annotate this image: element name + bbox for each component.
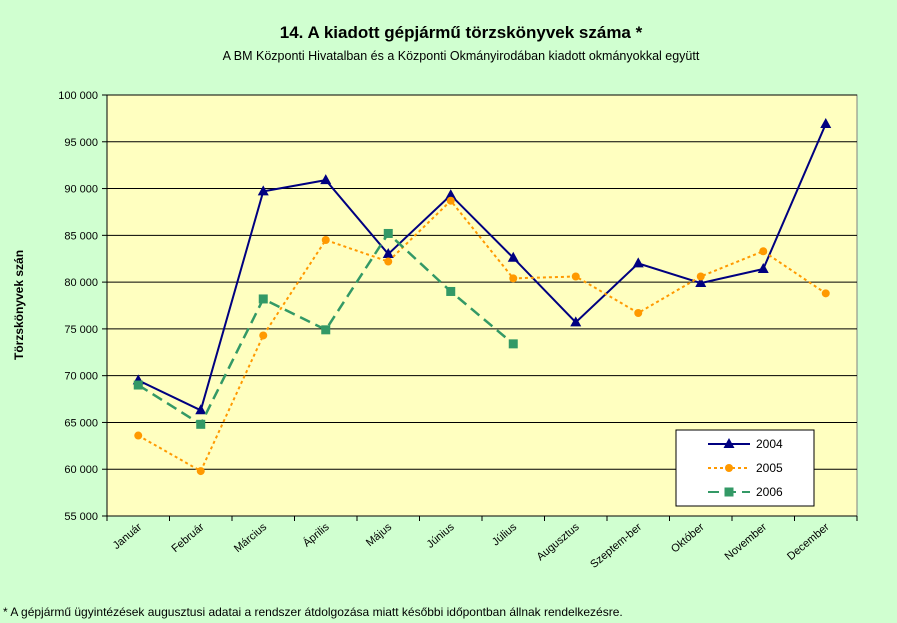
x-tick-label: Július <box>490 521 520 549</box>
data-point <box>723 438 735 448</box>
data-point <box>820 118 832 129</box>
data-point <box>509 274 518 283</box>
series-group <box>132 118 832 476</box>
y-tick-label: 75 000 <box>64 324 98 336</box>
legend-label: 2004 <box>756 437 783 451</box>
data-point <box>695 277 707 288</box>
y-tick-label: 95 000 <box>64 137 98 149</box>
data-point <box>446 286 456 296</box>
data-point <box>759 247 768 256</box>
series-line <box>137 123 827 412</box>
y-tick-label: 65 000 <box>64 417 98 429</box>
x-tick-label: Október <box>669 521 707 556</box>
x-tick-label: Augusztus <box>535 521 582 564</box>
series-2005 <box>134 196 830 476</box>
y-tick-label: 60 000 <box>64 464 98 476</box>
data-point <box>195 404 207 415</box>
legend-label: 2006 <box>756 485 783 499</box>
data-point <box>321 325 331 335</box>
data-point <box>320 174 332 185</box>
legend: 2004 2005 2006 <box>675 429 815 507</box>
data-point <box>196 419 206 429</box>
footnote: * A gépjármű ügyintézések augusztusi ada… <box>3 605 623 619</box>
data-point <box>258 294 268 304</box>
data-point <box>257 185 269 196</box>
data-point <box>724 487 734 497</box>
data-point <box>382 248 394 259</box>
x-tick-label: December <box>785 521 832 563</box>
data-point <box>696 272 705 281</box>
x-tick-label: Szeptem-ber <box>588 521 644 571</box>
data-point <box>196 467 205 476</box>
y-tick-label: 55 000 <box>64 511 98 523</box>
data-point <box>321 236 330 245</box>
series-2004 <box>132 118 832 415</box>
data-point <box>821 289 830 298</box>
x-tick-label: Június <box>425 521 457 551</box>
data-point <box>134 431 143 440</box>
data-point <box>571 272 580 281</box>
y-tick-label: 90 000 <box>64 184 98 196</box>
series-line <box>137 199 827 473</box>
y-tick-label: 100 000 <box>58 90 98 102</box>
y-axis-label: Törzskönyvek szán <box>12 250 26 360</box>
chart-title: 14. A kiadott gépjármű törzskönyvek szám… <box>280 23 643 42</box>
x-tick-label: Február <box>169 521 206 555</box>
data-point <box>507 251 519 262</box>
data-point <box>508 339 518 349</box>
chart-subtitle: A BM Központi Hivatalban és a Központi O… <box>223 49 700 63</box>
legend-box <box>675 429 815 507</box>
data-point <box>757 263 769 274</box>
data-point <box>446 196 455 205</box>
data-point <box>384 257 393 266</box>
data-point <box>133 380 143 390</box>
x-tick-label: Április <box>300 520 332 550</box>
data-point <box>445 189 457 200</box>
x-tick-label: Március <box>232 521 270 555</box>
legend-label: 2005 <box>756 461 783 475</box>
data-point <box>725 464 733 472</box>
x-tick-label: Május <box>364 521 395 549</box>
y-tick-label: 80 000 <box>64 277 98 289</box>
x-tick-label: Január <box>111 521 145 552</box>
data-point <box>383 228 393 238</box>
data-point <box>634 308 643 317</box>
x-tick-label: November <box>723 521 770 563</box>
series-2006 <box>133 228 518 429</box>
data-point <box>632 257 644 268</box>
y-tick-label: 70 000 <box>64 371 98 383</box>
y-tick-label: 85 000 <box>64 230 98 242</box>
data-point <box>259 331 268 340</box>
data-point <box>570 316 582 327</box>
